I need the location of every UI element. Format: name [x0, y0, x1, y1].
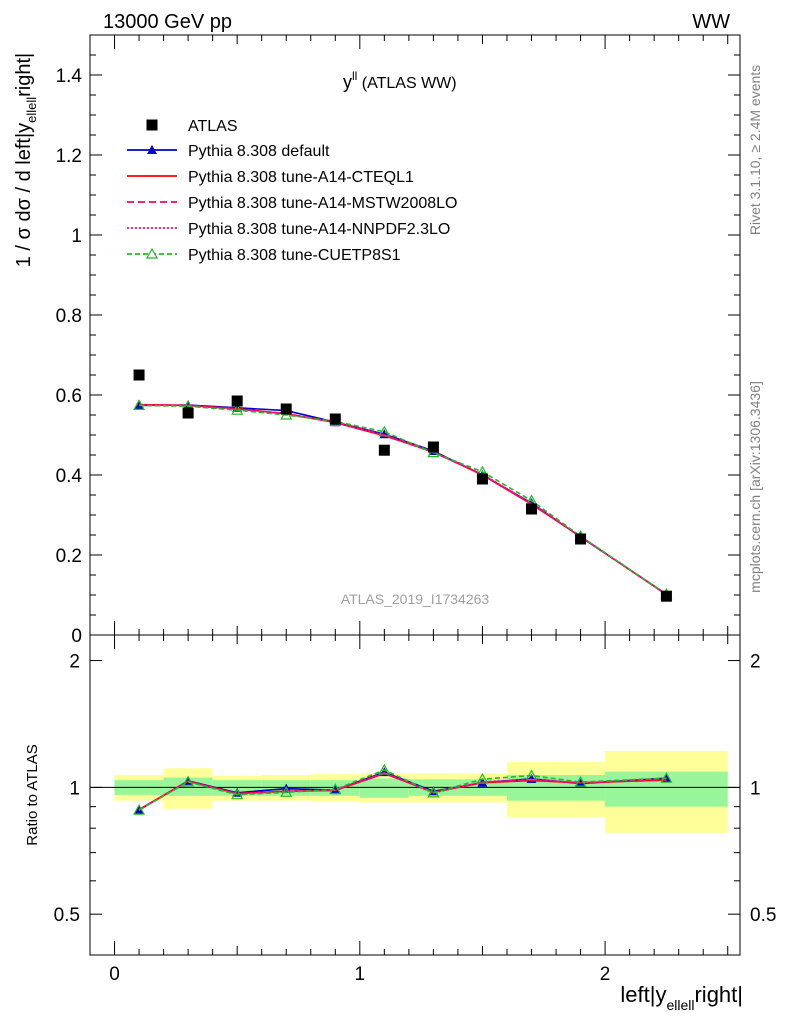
series-marker [133, 399, 146, 410]
ratio-band-green [163, 777, 213, 796]
plot-title: yll (ATLAS WW) [343, 69, 457, 92]
x-tick-label: 2 [600, 964, 611, 985]
series-line [139, 404, 667, 595]
y-axis-label: 1 / σ dσ / d left|yellellright| [13, 53, 39, 268]
ratio-panel-frame [89, 634, 741, 956]
y-tick-label: 0.4 [56, 466, 83, 487]
y-tick-label: 0.8 [56, 306, 82, 327]
ratio-series-marker [133, 803, 146, 815]
series-line [139, 404, 667, 595]
ratio-series-marker [525, 769, 538, 781]
y-tick-label: 0 [71, 626, 82, 647]
legend-label: Pythia 8.308 tune-CUETP8S1 [188, 247, 401, 264]
ratio-y-tick-label: 1 [69, 778, 80, 799]
ratio-series-marker [329, 783, 342, 795]
legend-label: Pythia 8.308 tune-A14-NNPDF2.3LO [188, 221, 450, 238]
data-point [575, 533, 587, 545]
ratio-series-marker [231, 788, 244, 800]
legend-label: Pythia 8.308 tune-A14-MSTW2008LO [188, 195, 457, 212]
legend-label: Pythia 8.308 tune-A14-CTEQL1 [188, 169, 414, 186]
data-point [280, 403, 292, 415]
ratio-series-marker [476, 772, 489, 784]
series-line [139, 403, 667, 596]
ratio-y-axis-label: Ratio to ATLAS [24, 744, 41, 845]
mcplots-label: mcplots.cern.ch [arXiv:1306.3436] [747, 381, 763, 593]
ratio-y-tick-label: 0.5 [54, 905, 80, 926]
ratio-uncertainty-bands [114, 750, 728, 833]
data-point [378, 444, 390, 456]
ratio-panel-ticks: 0 1 2 0.5 0.5 1 1 2 2 [54, 635, 776, 985]
ratio-panel-marks [133, 763, 673, 815]
data-point [476, 473, 488, 485]
y-tick-label: 0.2 [56, 546, 82, 567]
main-panel-ticks: 0 0.2 0.4 0.6 0.8 1 1.2 1.4 [56, 34, 740, 647]
ratio-series-marker [427, 786, 440, 798]
ratio-y-tick-label-right: 2 [750, 652, 761, 673]
data-point [329, 413, 341, 425]
ratio-series-marker [182, 775, 195, 787]
y-tick-label: 0.6 [56, 386, 82, 407]
legend-swatch-data [146, 119, 158, 131]
x-tick-label: 0 [109, 964, 120, 985]
main-panel-marks [133, 369, 673, 602]
legend-swatch-marker [147, 145, 157, 154]
ratio-series-marker [280, 786, 293, 797]
data-point [660, 590, 672, 602]
header-process-label: WW [692, 11, 730, 33]
series-marker [378, 425, 391, 437]
ratio-series-line [138, 772, 667, 811]
ratio-series-line [138, 769, 667, 811]
legend-label-data: ATLAS [188, 118, 238, 135]
ratio-band-green [359, 778, 409, 798]
ratio-series-marker [660, 771, 673, 783]
ratio-series-marker [378, 763, 391, 775]
ratio-y-tick-label-right: 1 [750, 778, 761, 799]
data-point [526, 503, 538, 515]
ratio-series-marker [574, 775, 587, 787]
rivet-version-label: Rivet 3.1.10, ≥ 2.4M events [747, 65, 763, 235]
y-tick-label: 1.2 [56, 146, 82, 167]
header-energy-label: 13000 GeV pp [103, 11, 232, 33]
data-point [427, 441, 439, 453]
series-line [139, 404, 667, 595]
legend-swatch-marker [145, 247, 159, 259]
data-point [231, 395, 243, 407]
y-tick-label: 1 [71, 226, 82, 247]
analysis-watermark: ATLAS_2019_I1734263 [341, 591, 490, 607]
legend: ATLAS Pythia 8.308 default Pythia 8.308 tu… [127, 118, 457, 264]
x-axis-label: left|yellellright| [620, 982, 743, 1013]
y-tick-label: 1.4 [56, 66, 83, 87]
ratio-y-tick-label-right: 0.5 [750, 905, 776, 926]
series-marker [231, 403, 244, 415]
data-point [133, 369, 145, 381]
data-point [182, 407, 194, 419]
x-tick-label: 1 [355, 964, 366, 985]
ratio-y-tick-label: 2 [69, 652, 80, 673]
series-line [139, 404, 667, 596]
legend-label: Pythia 8.308 default [188, 143, 330, 160]
